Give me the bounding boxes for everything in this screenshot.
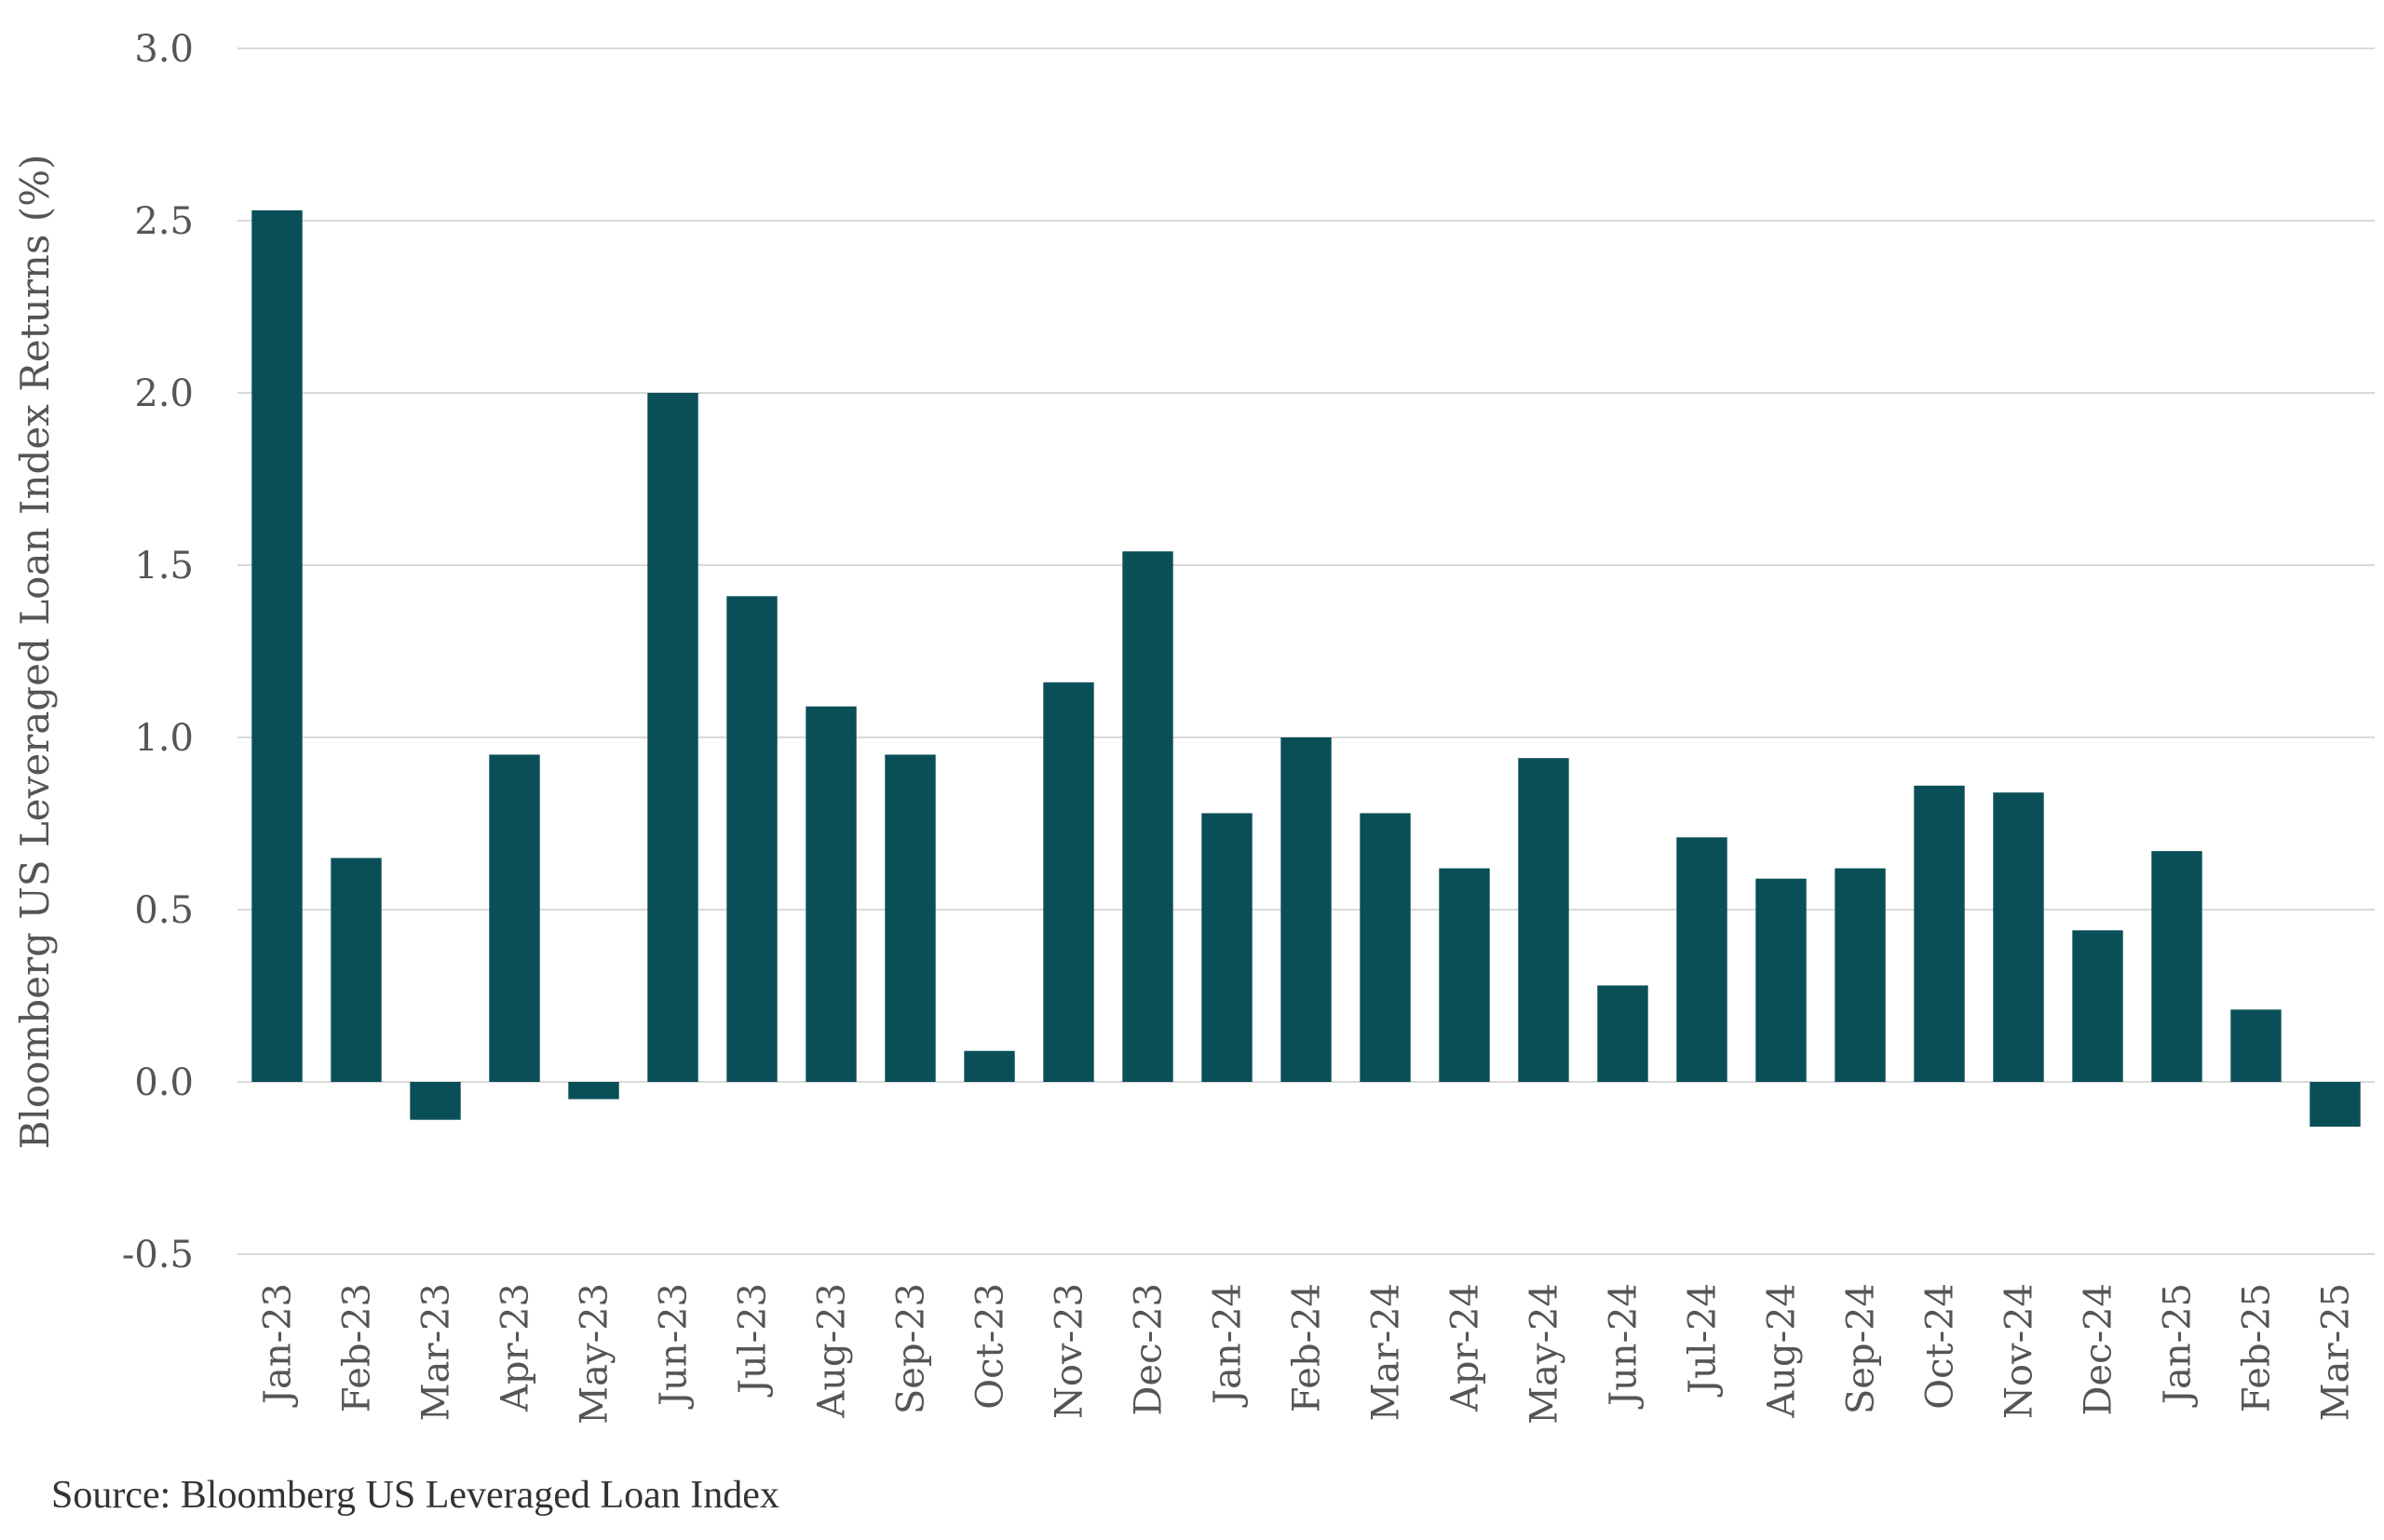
bar-jan-23 <box>251 209 303 1082</box>
source-note: Source: Bloomberg US Leveraged Loan Inde… <box>51 1474 779 1517</box>
bar-sep-23 <box>885 754 936 1082</box>
x-tick-label: Jun-23 <box>653 1283 696 1410</box>
x-tick-label: Jul-24 <box>1682 1283 1725 1398</box>
x-tick-label: Sep-24 <box>1840 1283 1883 1414</box>
bar-jul-23 <box>726 596 778 1082</box>
bar-apr-23 <box>489 754 540 1082</box>
x-tick-label: Jan-23 <box>257 1283 300 1408</box>
x-tick-label: Apr-23 <box>494 1283 537 1412</box>
bar-aug-23 <box>806 706 857 1082</box>
bar-feb-23 <box>331 858 382 1082</box>
bar-aug-24 <box>1755 878 1807 1082</box>
bar-apr-24 <box>1439 868 1490 1082</box>
bar-nov-23 <box>1043 682 1094 1082</box>
x-tick-label: May-24 <box>1524 1283 1566 1425</box>
x-tick-label: Jan-24 <box>1207 1283 1250 1408</box>
y-tick-label: 2.5 <box>134 200 194 243</box>
x-tick-label: Nov-23 <box>1049 1283 1091 1419</box>
bar-oct-24 <box>1914 785 1965 1082</box>
y-axis-title: Bloomberg US Leveraged Loan Index Return… <box>12 155 58 1150</box>
x-tick-label: Aug-23 <box>811 1283 854 1419</box>
x-tick-label: Nov-24 <box>1998 1283 2041 1419</box>
x-tick-label: Oct-24 <box>1919 1283 1962 1410</box>
bar-feb-25 <box>2230 1009 2282 1082</box>
bar-may-23 <box>568 1082 619 1100</box>
x-tick-label: May-23 <box>574 1283 616 1425</box>
bar-mar-25 <box>2310 1082 2361 1128</box>
x-tick-label: Jul-23 <box>732 1283 775 1398</box>
y-tick-label: 0.0 <box>134 1061 194 1104</box>
x-axis-tick-labels: Jan-23 Feb-23 Mar-23 Apr-23 May-23 Jun-23 Jul-… <box>257 1283 2358 1425</box>
bar-dec-24 <box>2072 930 2123 1082</box>
y-tick-label: 2.0 <box>134 372 194 415</box>
bar-sep-24 <box>1835 868 1886 1082</box>
bar-jun-23 <box>647 393 698 1082</box>
y-axis-tick-labels: -0.5 0.0 0.5 1.0 1.5 2.0 2.5 3.0 <box>122 28 194 1277</box>
x-tick-label: Mar-25 <box>2315 1283 2358 1421</box>
x-tick-label: Mar-23 <box>415 1283 458 1421</box>
x-tick-label: Mar-24 <box>1365 1283 1408 1421</box>
bar-nov-24 <box>1993 792 2044 1082</box>
bar-may-24 <box>1518 758 1569 1082</box>
bar-jan-25 <box>2151 851 2202 1082</box>
y-tick-label: 1.0 <box>134 717 194 760</box>
bar-mar-23 <box>410 1082 461 1120</box>
bar-dec-23 <box>1122 551 1173 1082</box>
y-tick-label: -0.5 <box>122 1234 194 1277</box>
x-tick-label: Jan-25 <box>2157 1283 2200 1408</box>
bar-jan-24 <box>1201 813 1253 1082</box>
y-tick-label: 0.5 <box>134 889 194 932</box>
x-tick-label: Feb-24 <box>1286 1283 1329 1412</box>
bar-feb-24 <box>1280 737 1332 1082</box>
x-tick-label: Jun-24 <box>1603 1283 1646 1410</box>
x-tick-label: Dec-23 <box>1128 1283 1171 1416</box>
bar-jun-24 <box>1597 985 1648 1082</box>
bar-mar-24 <box>1360 813 1411 1082</box>
bar-oct-23 <box>964 1050 1015 1082</box>
bar-jul-24 <box>1676 837 1727 1082</box>
y-tick-label: 1.5 <box>134 545 194 588</box>
x-tick-label: Aug-24 <box>1761 1283 1804 1419</box>
bars <box>251 209 2361 1128</box>
x-tick-label: Feb-23 <box>336 1283 379 1412</box>
x-tick-label: Apr-24 <box>1444 1283 1487 1412</box>
x-tick-label: Feb-25 <box>2236 1283 2279 1412</box>
x-tick-label: Dec-24 <box>2078 1283 2120 1416</box>
x-tick-label: Sep-23 <box>890 1283 933 1414</box>
y-tick-label: 3.0 <box>134 28 194 71</box>
x-tick-label: Oct-23 <box>969 1283 1012 1410</box>
